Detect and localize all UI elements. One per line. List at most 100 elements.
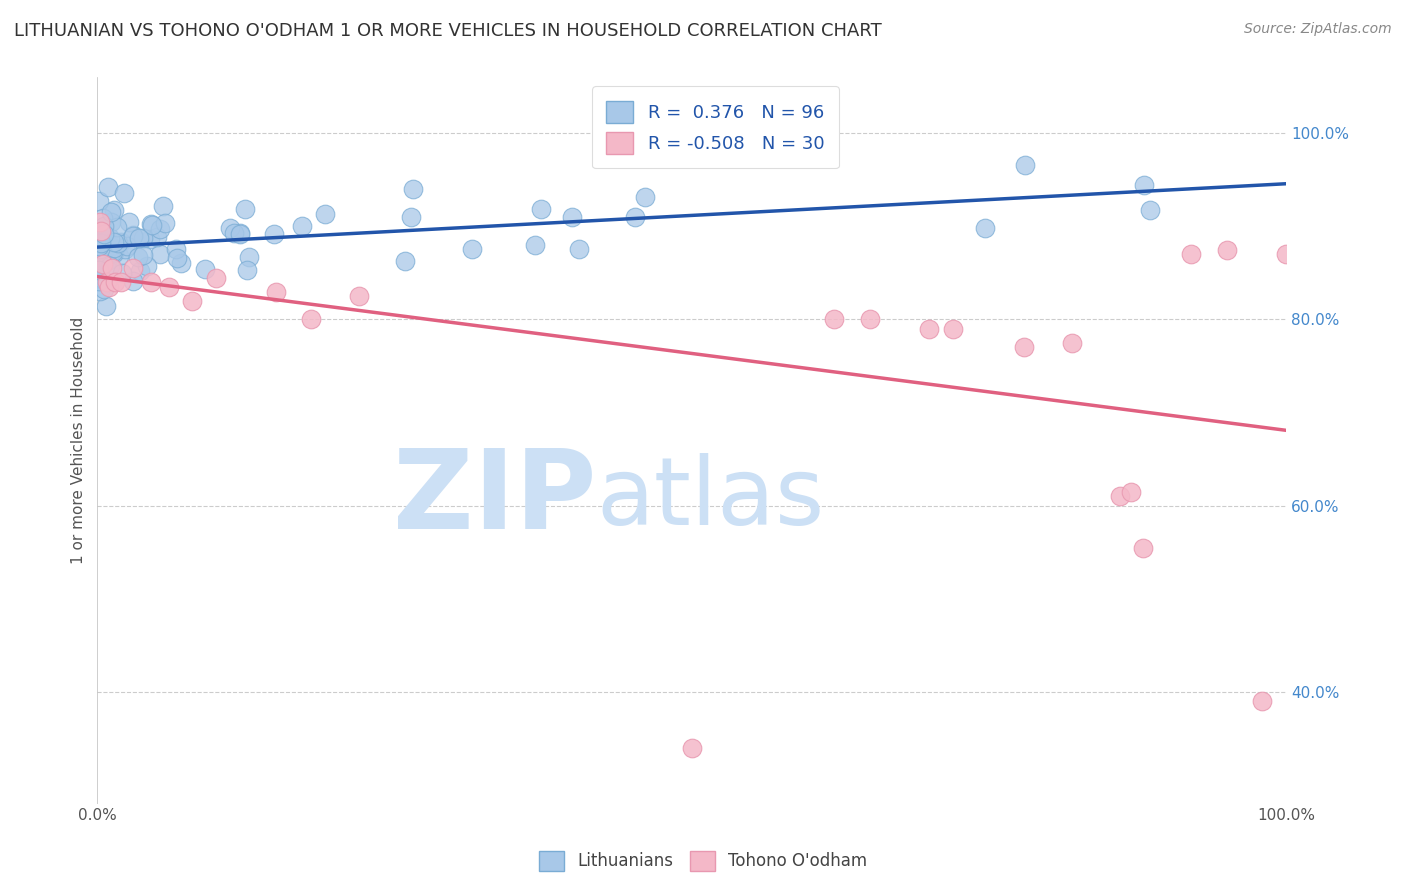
- Point: [107, 235, 129, 250]
- Point: [122, 261, 145, 276]
- Point: [97, 180, 120, 194]
- Point: [93, 219, 115, 234]
- Point: [149, 247, 172, 261]
- Point: [91, 211, 114, 226]
- Point: [139, 232, 162, 246]
- Point: [942, 322, 965, 336]
- Point: [136, 259, 159, 273]
- Point: [89, 243, 111, 257]
- Point: [90, 250, 112, 264]
- Point: [263, 227, 285, 241]
- Point: [1121, 484, 1143, 499]
- Point: [1060, 335, 1083, 350]
- Point: [97, 237, 120, 252]
- Point: [974, 220, 997, 235]
- Point: [87, 257, 110, 271]
- Point: [87, 257, 110, 271]
- Point: [233, 202, 256, 216]
- Point: [139, 275, 162, 289]
- Point: [98, 230, 121, 244]
- Point: [314, 207, 336, 221]
- Point: [347, 289, 370, 303]
- Point: [1139, 202, 1161, 217]
- Point: [149, 222, 172, 236]
- Point: [98, 247, 121, 261]
- Point: [121, 228, 143, 243]
- Point: [568, 242, 591, 256]
- Point: [823, 312, 845, 326]
- Point: [93, 235, 115, 250]
- Point: [461, 243, 484, 257]
- Point: [129, 263, 152, 277]
- Point: [219, 220, 242, 235]
- Point: [89, 272, 111, 286]
- Point: [170, 256, 193, 270]
- Text: Source: ZipAtlas.com: Source: ZipAtlas.com: [1244, 22, 1392, 37]
- Point: [128, 231, 150, 245]
- Point: [89, 238, 111, 252]
- Point: [918, 322, 941, 336]
- Point: [165, 243, 187, 257]
- Point: [103, 241, 125, 255]
- Point: [90, 230, 112, 244]
- Point: [181, 293, 204, 308]
- Point: [152, 199, 174, 213]
- Point: [1108, 489, 1130, 503]
- Point: [90, 228, 112, 243]
- Point: [100, 259, 122, 273]
- Point: [91, 257, 114, 271]
- Point: [1215, 243, 1237, 257]
- Point: [89, 235, 111, 250]
- Point: [87, 243, 110, 257]
- Point: [132, 248, 155, 262]
- Point: [194, 262, 217, 277]
- Point: [523, 237, 546, 252]
- Point: [139, 217, 162, 231]
- Point: [111, 266, 134, 280]
- Point: [112, 186, 135, 200]
- Point: [87, 262, 110, 277]
- Point: [100, 215, 122, 229]
- Point: [87, 194, 110, 208]
- Point: [1180, 247, 1202, 261]
- Point: [205, 270, 228, 285]
- Point: [1133, 178, 1156, 192]
- Point: [90, 236, 112, 251]
- Point: [115, 238, 138, 252]
- Point: [146, 229, 169, 244]
- Point: [264, 285, 287, 299]
- Point: [94, 299, 117, 313]
- Point: [291, 219, 314, 233]
- Point: [103, 235, 125, 249]
- Point: [1014, 157, 1036, 171]
- Point: [114, 243, 136, 257]
- Point: [561, 210, 583, 224]
- Point: [90, 224, 112, 238]
- Point: [93, 282, 115, 296]
- Point: [153, 217, 176, 231]
- Point: [90, 226, 112, 240]
- Point: [104, 275, 127, 289]
- Point: [623, 210, 645, 224]
- Point: [222, 226, 245, 240]
- Point: [859, 312, 882, 326]
- Point: [121, 274, 143, 288]
- Point: [110, 235, 132, 249]
- Point: [157, 280, 180, 294]
- Point: [103, 246, 125, 260]
- Point: [1014, 340, 1036, 354]
- Point: [87, 274, 110, 288]
- Point: [96, 275, 118, 289]
- Point: [100, 204, 122, 219]
- Point: [103, 244, 125, 259]
- Point: [96, 254, 118, 268]
- Point: [299, 312, 322, 326]
- Point: [141, 218, 163, 232]
- Point: [108, 249, 131, 263]
- Point: [100, 261, 122, 276]
- Point: [1251, 694, 1274, 708]
- Point: [118, 215, 141, 229]
- Point: [90, 270, 112, 285]
- Point: [105, 219, 128, 234]
- Point: [236, 263, 259, 277]
